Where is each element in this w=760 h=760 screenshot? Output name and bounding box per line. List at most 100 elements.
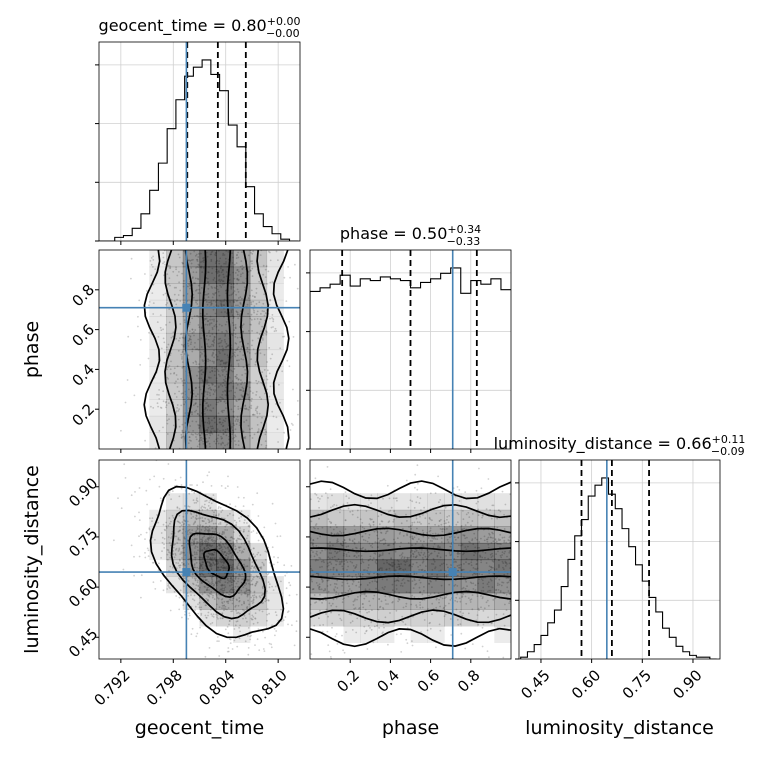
sample-point (152, 581, 155, 584)
sample-point (481, 573, 483, 576)
sample-point (139, 339, 142, 341)
sample-point (235, 377, 238, 380)
sample-point (456, 585, 459, 587)
sample-point (467, 597, 470, 599)
density-cell (249, 382, 268, 400)
sample-point (212, 340, 215, 343)
sample-point (207, 531, 210, 534)
sample-point (208, 501, 211, 504)
sample-point (239, 389, 242, 391)
sample-point (195, 289, 197, 292)
sample-point (244, 436, 247, 438)
sample-point (181, 272, 184, 275)
sample-point (456, 593, 459, 596)
sample-point (391, 601, 394, 603)
sample-point (382, 538, 385, 541)
sample-point (240, 394, 243, 396)
sample-point (263, 314, 266, 317)
sample-point (206, 587, 209, 589)
sample-point (387, 544, 390, 546)
sample-point (208, 519, 211, 522)
sample-point (271, 281, 274, 283)
sample-point (364, 592, 366, 595)
sample-point (178, 271, 180, 273)
sample-point (176, 386, 179, 388)
sample-point (258, 333, 261, 335)
sample-point (508, 579, 511, 582)
sample-point (465, 513, 468, 516)
sample-point (236, 551, 239, 554)
sample-point (492, 666, 494, 668)
sample-point (235, 400, 238, 402)
sample-point (358, 533, 361, 535)
sample-point (456, 555, 459, 558)
sample-point (270, 326, 273, 329)
sample-point (421, 548, 423, 551)
sample-point (312, 551, 314, 553)
sample-point (190, 267, 193, 269)
sample-point (178, 256, 181, 259)
sample-point (387, 643, 389, 646)
sample-point (368, 581, 371, 584)
density-cell (477, 509, 495, 527)
sample-point (237, 304, 239, 307)
density-cell (410, 609, 428, 627)
sample-point (482, 515, 484, 517)
sample-point (406, 642, 409, 645)
sample-point (157, 521, 160, 524)
sample-point (338, 573, 341, 576)
sample-point (402, 621, 405, 623)
sample-point (239, 630, 241, 633)
sample-point (237, 317, 240, 320)
sample-point (221, 530, 224, 533)
sample-point (204, 500, 207, 502)
sample-point (409, 536, 412, 538)
sample-point (181, 431, 184, 434)
sample-point (243, 614, 246, 617)
sample-point (211, 538, 214, 541)
sample-point (247, 398, 250, 401)
sample-point (194, 531, 197, 533)
sample-point (264, 268, 267, 271)
sample-point (113, 539, 115, 542)
sample-point (439, 528, 442, 530)
sample-point (211, 340, 214, 342)
sample-point (190, 338, 192, 341)
sample-point (384, 532, 387, 535)
sample-point (188, 614, 191, 617)
sample-point (480, 595, 482, 597)
sample-point (196, 526, 199, 529)
sample-point (194, 558, 197, 561)
sample-point (368, 542, 371, 545)
sample-point (212, 594, 214, 597)
sample-point (201, 539, 204, 542)
sample-point (407, 542, 410, 544)
sample-point (477, 607, 480, 610)
sample-point (464, 587, 467, 590)
sample-point (184, 577, 186, 579)
sample-point (205, 301, 208, 303)
density-cell (249, 283, 268, 301)
sample-point (381, 552, 384, 554)
sample-point (180, 487, 183, 490)
sample-point (362, 606, 365, 609)
sample-point (158, 394, 160, 396)
sample-point (187, 563, 190, 565)
sample-point (179, 337, 181, 339)
sample-point (130, 494, 133, 497)
sample-point (243, 542, 246, 545)
sample-point (181, 366, 184, 369)
sample-point (237, 496, 240, 499)
sample-point (384, 595, 387, 598)
sample-point (212, 383, 214, 386)
sample-point (234, 420, 237, 422)
sample-point (170, 360, 172, 363)
sample-point (313, 555, 316, 558)
density-cell (199, 509, 217, 527)
sample-point (198, 434, 201, 437)
sample-point (178, 529, 181, 532)
sample-point (359, 518, 362, 521)
sample-point (182, 365, 185, 368)
sample-point (241, 345, 244, 348)
sample-point (371, 518, 373, 521)
